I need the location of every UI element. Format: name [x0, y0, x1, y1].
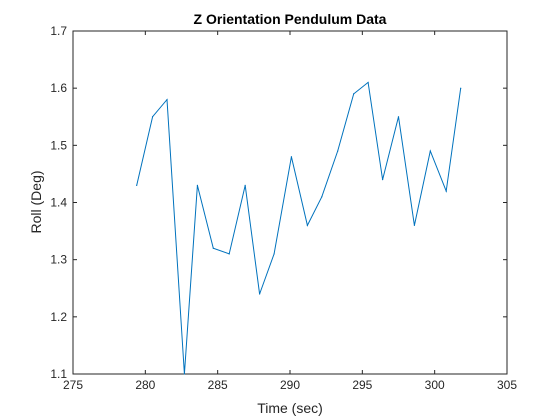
data-point — [445, 190, 447, 192]
data-point — [151, 116, 154, 118]
y-tick-label: 1.7 — [50, 24, 67, 38]
y-tick-label: 1.1 — [50, 367, 67, 381]
x-tick-label: 275 — [63, 378, 83, 392]
y-tick-label: 1.6 — [50, 81, 67, 95]
x-axis-ticks: 275 280 285 290 295 300 305 — [63, 31, 517, 392]
data-point — [166, 99, 168, 101]
data-point — [353, 93, 355, 95]
data-point — [273, 253, 275, 255]
x-axis-title: Time (sec) — [257, 400, 323, 416]
plot-area — [72, 30, 508, 375]
data-point — [413, 224, 416, 226]
data-point — [228, 253, 230, 255]
x-tick-label: 280 — [135, 378, 155, 392]
y-tick-label: 1.4 — [50, 196, 67, 210]
data-point — [460, 87, 462, 89]
data-point — [259, 293, 261, 295]
data-point — [397, 116, 400, 118]
data-point — [367, 81, 369, 84]
data-point — [196, 184, 199, 186]
x-tick-label: 305 — [497, 378, 517, 392]
x-tick-label: 300 — [425, 378, 445, 392]
x-tick-label: 295 — [352, 378, 372, 392]
y-axis-title: Roll (Deg) — [28, 170, 44, 233]
data-point — [381, 179, 384, 181]
y-tick-label: 1.5 — [50, 138, 67, 152]
data-point — [212, 247, 214, 249]
y-tick-label: 1.3 — [50, 253, 67, 267]
data-point — [136, 184, 138, 186]
data-point — [337, 150, 339, 152]
series-line — [136, 81, 462, 375]
data-point — [429, 150, 431, 152]
data-point — [321, 196, 323, 198]
data-point — [290, 156, 293, 158]
data-point — [306, 224, 308, 226]
series-layer — [136, 81, 462, 375]
x-tick-label: 285 — [208, 378, 228, 392]
x-tick-label: 290 — [280, 378, 300, 392]
y-axis-ticks: 1.1 1.2 1.3 1.4 1.5 1.6 1.7 — [50, 24, 507, 381]
data-point — [244, 184, 246, 186]
data-point — [183, 373, 185, 375]
chart-title: Z Orientation Pendulum Data — [194, 11, 387, 27]
y-tick-label: 1.2 — [50, 310, 67, 324]
